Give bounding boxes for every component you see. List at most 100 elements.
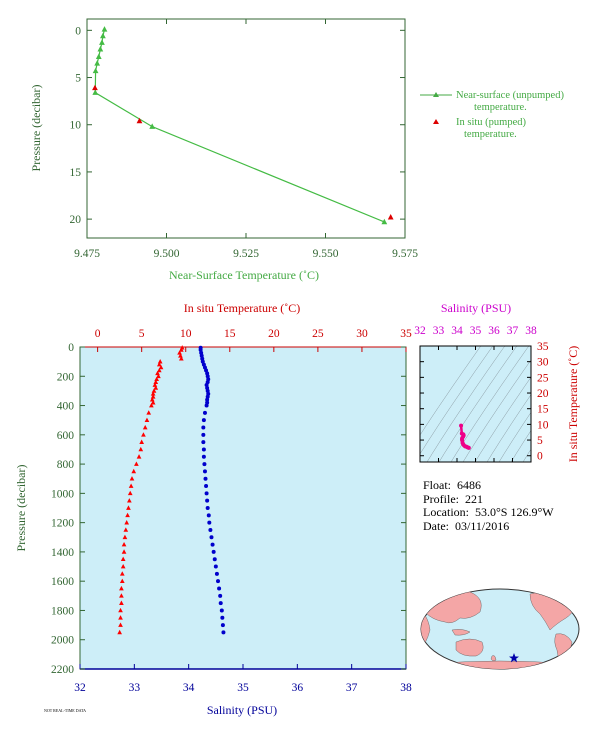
near-surface-x-tick-label: 9.500 <box>154 248 180 260</box>
ts-y-tick-label: 5 <box>537 435 543 447</box>
pumped-temperature-point <box>92 84 98 91</box>
salinity-tick-label: 37 <box>346 682 358 694</box>
salinity-point <box>201 418 206 423</box>
salinity-tick-label: 35 <box>237 682 249 694</box>
salinity-point <box>205 498 210 503</box>
temperature-point <box>150 394 156 399</box>
ts-plot-area <box>420 346 531 462</box>
ts-point <box>459 423 464 428</box>
near-surface-x-tick-label: 9.525 <box>233 248 259 260</box>
float-location-marker <box>509 653 519 663</box>
temperature-point <box>156 361 162 367</box>
location-map <box>420 588 580 670</box>
temperature-point <box>138 446 144 452</box>
temperature-point <box>134 461 139 466</box>
ts-density-contour <box>486 394 531 462</box>
temperature-tick-label: 0 <box>95 328 101 340</box>
temperature-point <box>129 476 135 481</box>
salinity-point <box>207 520 212 525</box>
salinity-point <box>208 527 213 532</box>
temperature-point <box>151 388 157 393</box>
temperature-point <box>144 417 150 423</box>
temperature-point <box>152 382 158 387</box>
float-value: 6486 <box>457 478 482 492</box>
unpumped-temperature-point <box>101 26 108 32</box>
unpumped-temperature-point <box>94 60 101 66</box>
unpumped-temperature-point <box>95 53 102 59</box>
temperature-tick-label: 20 <box>268 328 280 340</box>
pressure-tick-label: 2000 <box>51 635 74 647</box>
salinity-point <box>201 447 206 452</box>
salinity-tick-label: 34 <box>183 682 195 694</box>
ts-density-contour <box>450 346 530 462</box>
unpumped-temperature-point <box>149 123 156 129</box>
near-surface-plot-area <box>86 18 406 239</box>
temperature-point <box>124 520 130 525</box>
temperature-point <box>177 350 182 355</box>
salinity-point <box>204 484 209 489</box>
ts-title: Salinity (PSU) <box>441 301 511 315</box>
salinity-point <box>218 593 223 598</box>
temperature-point <box>153 385 159 390</box>
date-row: Date: 03/11/2016 <box>423 519 554 534</box>
salinity-axis-label: Salinity (PSU) <box>207 703 277 717</box>
footer-note: NOT REAL-TIME DATA <box>44 708 87 713</box>
salinity-point <box>220 623 225 628</box>
pressure-tick-label: 200 <box>57 371 75 383</box>
temperature-point <box>118 615 123 620</box>
temperature-point <box>119 571 125 576</box>
near-surface-y-axis-label: Pressure (decibar) <box>29 85 43 172</box>
ts-density-contour <box>462 359 531 462</box>
ts-y-tick-label: 25 <box>537 372 549 384</box>
temperature-point <box>117 629 122 635</box>
ts-x-tick-label: 35 <box>470 325 482 337</box>
near-surface-y-tick-label: 20 <box>70 214 82 226</box>
near-surface-y-tick-label: 15 <box>70 167 82 179</box>
profile-plot-area <box>79 346 407 670</box>
antarctica-land <box>429 660 571 669</box>
salinity-point <box>206 513 211 518</box>
near-surface-x-tick-label: 9.475 <box>74 248 100 260</box>
near-surface-legend: Near-surface (unpumped) temperature. In … <box>420 90 564 140</box>
salinity-point <box>201 454 206 459</box>
float-info-panel: Float: 6486 Profile: 221 Location: 53.0°… <box>423 478 554 534</box>
salinity-point <box>219 608 224 613</box>
near-surface-y-tick-label: 10 <box>70 120 82 132</box>
salinity-point <box>204 491 209 496</box>
ts-density-contour <box>498 411 531 462</box>
salinity-point <box>204 403 209 408</box>
salinity-point <box>209 535 214 540</box>
temperature-point <box>157 359 163 364</box>
ts-density-contour <box>420 346 494 455</box>
temperature-point <box>149 402 154 408</box>
temperature-point <box>121 541 127 547</box>
unpumped-temperature-point <box>92 67 99 74</box>
temperature-point <box>119 578 125 584</box>
profile-value: 221 <box>465 491 483 506</box>
temperature-point <box>142 424 148 430</box>
temperature-point <box>120 556 126 562</box>
temperature-point <box>119 585 124 591</box>
temperature-point <box>146 410 152 415</box>
pressure-tick-label: 400 <box>57 401 75 413</box>
ts-y-tick-label: 15 <box>537 404 549 416</box>
ts-y-tick-label: 10 <box>537 419 549 431</box>
temperature-point <box>131 468 137 474</box>
temperature-point <box>153 379 159 384</box>
ts-density-contour <box>438 346 518 462</box>
temperature-point <box>121 549 127 554</box>
near-surface-x-tick-label: 9.550 <box>313 248 339 260</box>
legend-label-pumped-line1: In situ (pumped) <box>456 117 526 128</box>
float-label: Float: <box>423 478 452 492</box>
unpumped-temperature-point <box>381 218 388 225</box>
unpumped-temperature-point <box>100 32 106 39</box>
profile-label: Profile: <box>423 491 459 506</box>
salinity-point <box>220 615 225 620</box>
temperature-axis-label: In situ Temperature (˚C) <box>184 301 301 315</box>
location-label: Location: <box>423 505 469 519</box>
temperature-point <box>178 347 184 352</box>
pressure-tick-label: 600 <box>57 430 75 442</box>
salinity-point <box>201 425 206 430</box>
new-zealand-land <box>490 655 497 661</box>
unpumped-temperature-point <box>92 89 99 95</box>
